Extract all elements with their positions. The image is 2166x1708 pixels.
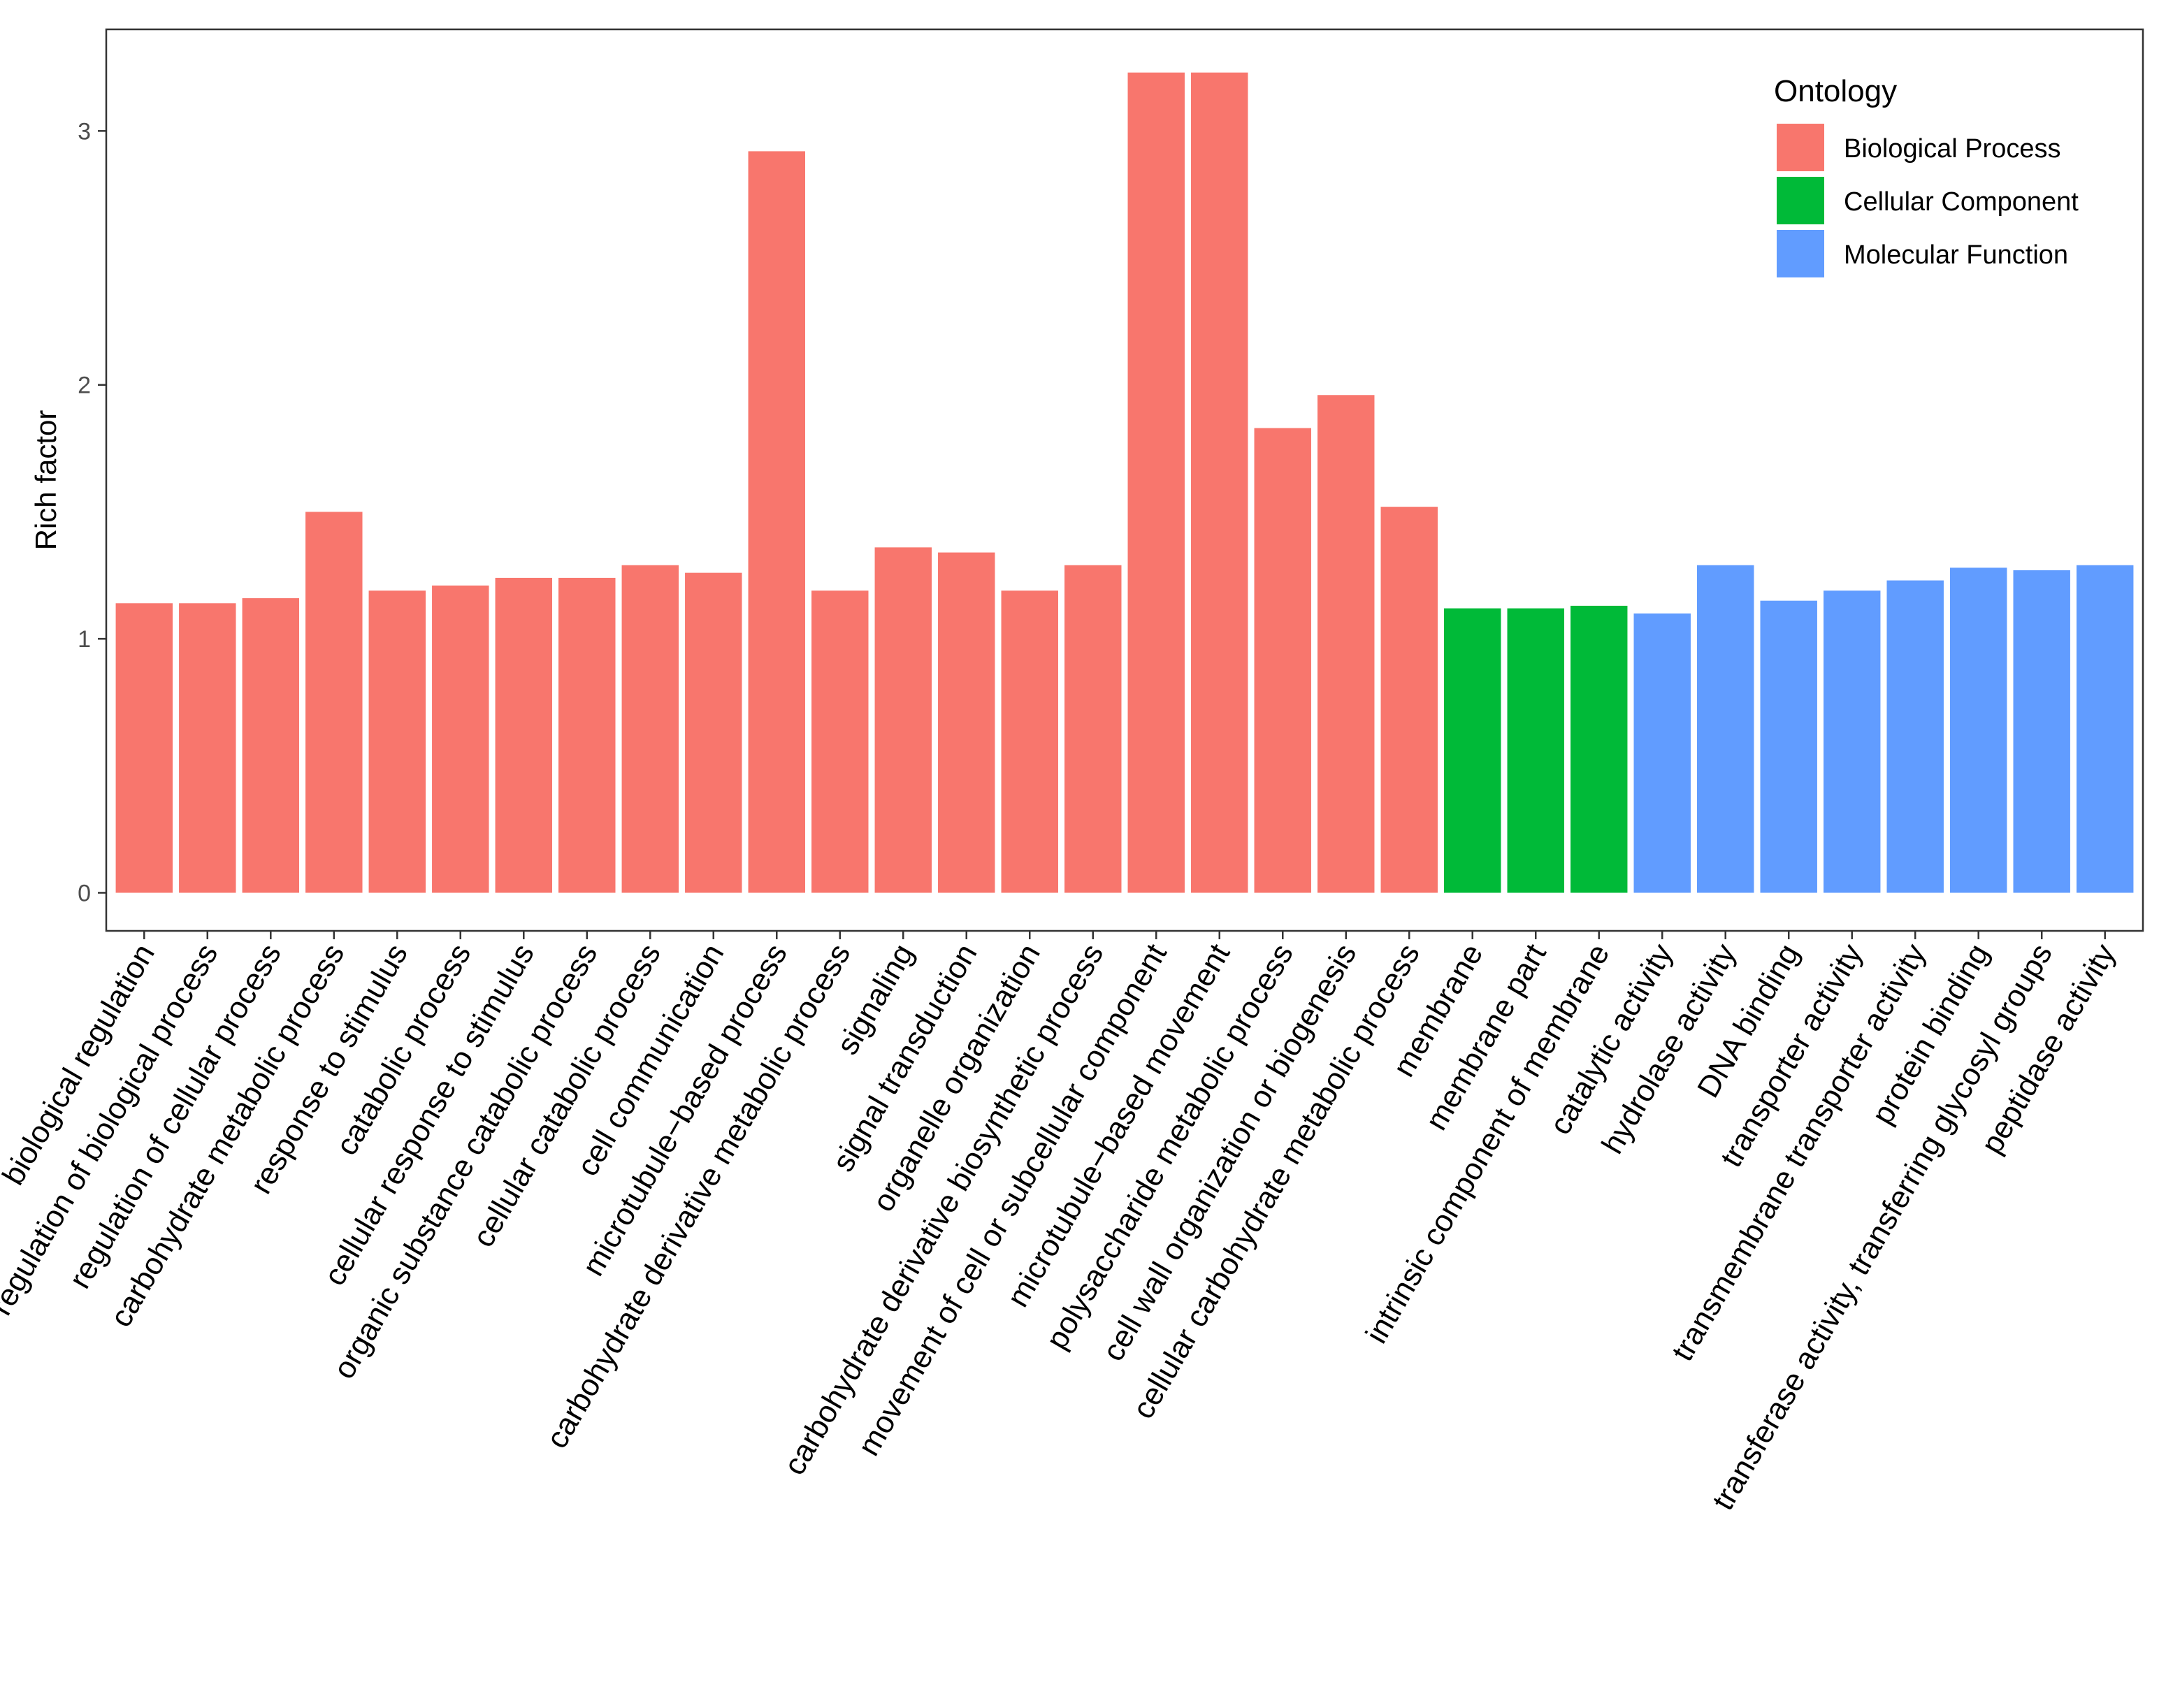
bar-membrane-part [1507, 608, 1564, 893]
legend-swatch-biological-process [1777, 124, 1824, 171]
bar-cellular-catabolic-process [621, 565, 679, 893]
bar-regulation-of-cellular-process [242, 598, 300, 893]
bar-response-to-stimulus [368, 591, 426, 893]
bar-cell-wall-organization-or-biogenesis [1317, 395, 1375, 893]
bar-catabolic-process [432, 585, 489, 893]
bar-peptidase-activity [2076, 565, 2134, 893]
legend-swatch-molecular-function [1777, 230, 1824, 277]
bar-transmembrane-transporter-activity [1886, 580, 1944, 893]
bar-hydrolase-activity [1697, 565, 1754, 893]
bar-carbohydrate-derivative-metabolic-process [811, 591, 869, 893]
bar-microtubule-based-movement [1191, 72, 1248, 893]
plot-panel-border [105, 28, 2144, 932]
bar-cellular-carbohydrate-metabolic-process [1380, 507, 1438, 893]
bar-carbohydrate-metabolic-process [305, 512, 363, 893]
bar-biological-regulation [115, 603, 173, 893]
legend-label-cellular-component: Cellular Component [1844, 187, 2079, 217]
y-axis-label: Rich factor [29, 410, 62, 551]
bar-intrinsic-component-of-membrane [1571, 605, 1628, 893]
legend-title: Ontology [1774, 74, 1897, 108]
y-axis: 0 1 2 3 [78, 118, 106, 906]
bar-transporter-activity [1823, 591, 1881, 893]
x-tick-label-carbohydrate-derivative-metabolic-process: carbohydrate derivative metabolic proces… [540, 939, 858, 1454]
bar-movement-of-cell-or-subcellular-component [1127, 72, 1185, 893]
legend: Ontology Biological Process Cellular Comp… [1774, 74, 2079, 277]
y-tick-label: 2 [78, 372, 91, 399]
bar-protein-binding [1949, 567, 2007, 893]
bar-signal-transduction [938, 552, 995, 893]
bar-dna-binding [1760, 600, 1817, 893]
bar-carbohydrate-derivative-biosynthetic-process [1064, 565, 1122, 893]
bar-cellular-response-to-stimulus [495, 577, 553, 893]
bar-transferase-activity-transferring-glycosyl-groups [2013, 570, 2070, 893]
y-tick-label: 1 [78, 626, 91, 653]
legend-swatch-cellular-component [1777, 177, 1824, 224]
bar-regulation-of-biological-process [179, 603, 236, 893]
bar-microtubule-based-process [748, 151, 805, 893]
bar-cell-communication [685, 572, 742, 893]
bar-polysaccharide-metabolic-process [1254, 428, 1311, 893]
bar-signaling [874, 547, 932, 893]
bar-membrane [1444, 608, 1501, 893]
y-tick-label: 3 [78, 118, 91, 145]
legend-label-molecular-function: Molecular Function [1844, 240, 2068, 270]
y-tick-label: 0 [78, 880, 91, 906]
bar-catalytic-activity [1633, 613, 1691, 893]
bars-layer [115, 72, 2134, 893]
bar-organic-substance-catabolic-process [558, 577, 616, 893]
legend-label-biological-process: Biological Process [1844, 134, 2060, 164]
bar-organelle-organization [1001, 591, 1058, 893]
